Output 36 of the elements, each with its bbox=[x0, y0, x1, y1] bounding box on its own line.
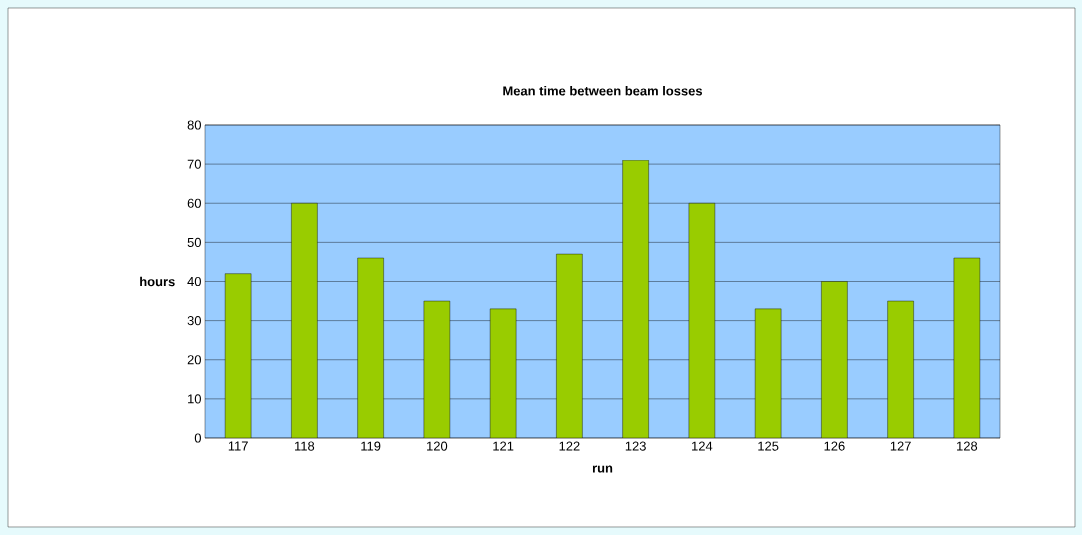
bar bbox=[688, 203, 716, 438]
y-tick-label: 70 bbox=[187, 159, 201, 169]
x-tick-label: 123 bbox=[625, 441, 646, 451]
bar bbox=[224, 273, 252, 438]
x-tick-label: 120 bbox=[427, 441, 448, 451]
x-tick-label: 121 bbox=[493, 441, 514, 451]
y-tick-label: 50 bbox=[187, 237, 201, 247]
bar bbox=[754, 308, 782, 438]
bar bbox=[357, 257, 384, 438]
y-tick-label: 60 bbox=[187, 198, 201, 208]
y-tick-label: 30 bbox=[187, 316, 201, 326]
y-axis-title: hours bbox=[140, 276, 175, 287]
bar bbox=[887, 300, 914, 438]
x-tick-label: 127 bbox=[890, 441, 911, 451]
bar bbox=[556, 253, 583, 438]
x-axis-title: run bbox=[592, 465, 613, 473]
x-tick-label: 118 bbox=[295, 441, 315, 451]
x-tick-label: 128 bbox=[957, 441, 978, 451]
x-tick-label: 125 bbox=[758, 441, 779, 451]
y-tick-label: 40 bbox=[187, 276, 201, 287]
bar bbox=[821, 281, 848, 438]
y-tick-label: 80 bbox=[187, 120, 201, 130]
x-tick-label: 117 bbox=[228, 441, 248, 451]
chart-title: Mean time between beam losses bbox=[503, 85, 703, 96]
bar bbox=[489, 308, 517, 438]
bar bbox=[423, 300, 451, 438]
bar bbox=[291, 203, 318, 438]
bar bbox=[622, 160, 649, 438]
x-tick-label: 126 bbox=[824, 441, 845, 451]
y-tick-label: 10 bbox=[188, 394, 201, 404]
y-tick-label: 20 bbox=[187, 355, 201, 365]
bar bbox=[953, 257, 981, 438]
x-tick-label: 124 bbox=[692, 441, 713, 451]
y-tick-label: 0 bbox=[194, 433, 201, 443]
x-tick-label: 119 bbox=[361, 441, 381, 451]
x-tick-label: 122 bbox=[559, 441, 580, 451]
